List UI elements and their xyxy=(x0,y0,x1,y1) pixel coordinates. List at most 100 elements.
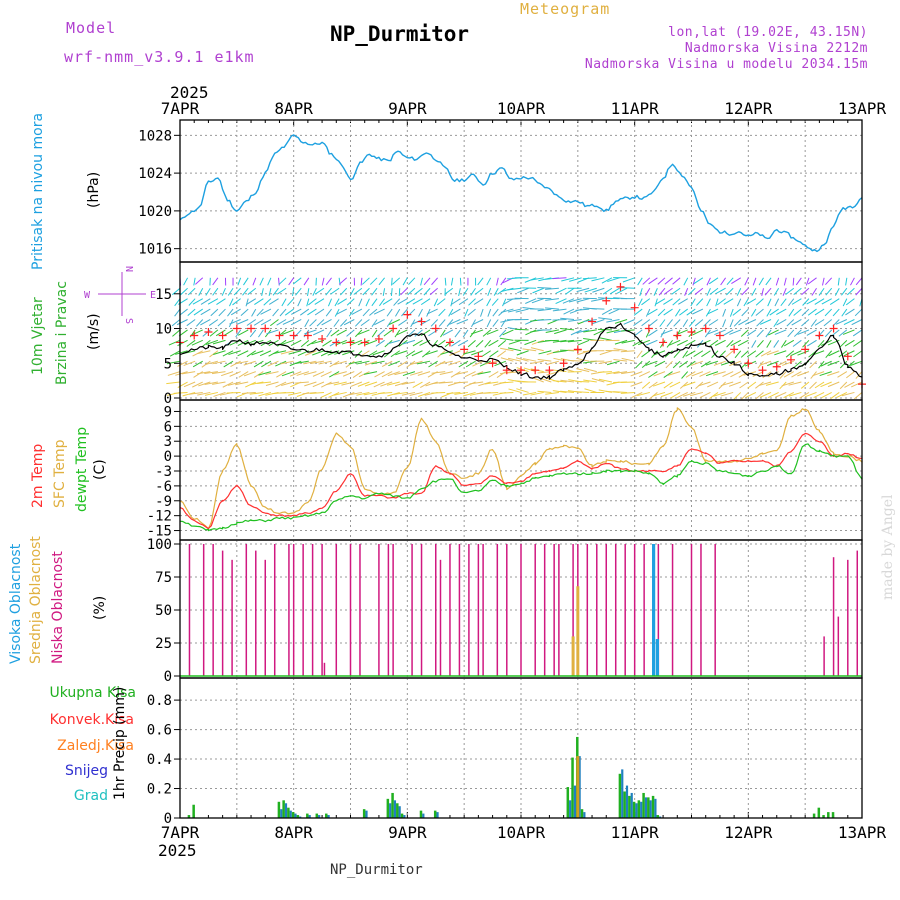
wind-barb xyxy=(380,381,393,387)
high-cloud-bar xyxy=(655,639,659,676)
wind-barb xyxy=(601,277,613,284)
wind-barb xyxy=(193,308,204,316)
wind-barb xyxy=(567,359,582,362)
wind-barb xyxy=(187,308,196,316)
precip-snow-bar xyxy=(583,812,586,818)
wind-barb xyxy=(351,308,363,315)
wind-barb xyxy=(801,308,810,317)
wind-barb xyxy=(653,350,666,356)
wind-barb xyxy=(669,381,681,388)
wind-barb xyxy=(841,391,855,397)
wind-barb xyxy=(823,319,833,327)
wind-barb xyxy=(683,277,689,286)
meteogram-label: Meteogram xyxy=(520,0,611,18)
gust-marker xyxy=(545,366,554,375)
wind-barb xyxy=(577,339,590,346)
temp-ylabel-unit: (C) xyxy=(92,459,108,480)
wind-barb xyxy=(500,357,514,362)
precip-legend-item: Snijeg xyxy=(65,763,108,779)
wind-barb xyxy=(759,391,772,398)
wind-barb xyxy=(507,371,522,374)
wind-barb xyxy=(281,371,294,377)
gust-marker xyxy=(758,366,767,375)
wind-barb xyxy=(223,360,234,368)
wind-barb xyxy=(793,308,802,316)
wind-barb xyxy=(477,371,491,375)
wind-barb xyxy=(538,350,552,355)
temperature-ylabel: 2m Temp SFC Temp dewpt Temp (C) xyxy=(30,427,108,512)
precip-total-bar xyxy=(632,801,636,818)
precip-snow-bar xyxy=(654,798,657,818)
wind-barb xyxy=(616,287,628,294)
wind-barb xyxy=(348,308,355,317)
wind-barb xyxy=(402,339,416,345)
wind-barb xyxy=(500,287,514,293)
wind-barb xyxy=(681,371,689,379)
wind-barb xyxy=(464,308,469,317)
wind-barb xyxy=(825,287,833,296)
wind-barb xyxy=(179,308,188,316)
wind-barb xyxy=(755,298,764,306)
wind-barb xyxy=(806,329,817,336)
wind-barb xyxy=(692,277,696,286)
wind-barb xyxy=(454,329,461,338)
y-tick-label: 0.8 xyxy=(147,693,172,709)
wind-barb xyxy=(623,319,635,325)
wind-barb xyxy=(614,339,628,345)
wind-barb xyxy=(821,298,832,305)
wind-barb xyxy=(726,339,734,348)
wind-barb xyxy=(410,319,416,328)
wind-barb xyxy=(839,381,848,390)
wind-barb xyxy=(212,287,219,296)
wind-barb xyxy=(438,308,446,317)
wind-barb xyxy=(767,360,779,367)
wind-barb xyxy=(653,381,666,387)
wind-barb xyxy=(631,391,643,398)
wind-barb xyxy=(400,287,408,296)
page-title: NP_Durmitor xyxy=(330,22,470,46)
wind-barb xyxy=(759,360,772,366)
wind-barb xyxy=(391,277,393,286)
wind-barb xyxy=(169,350,181,357)
wind-barb xyxy=(537,308,552,312)
precip-total-bar xyxy=(282,800,285,818)
wind-barb xyxy=(633,329,643,337)
wind-barb xyxy=(607,277,620,283)
wind-barb xyxy=(838,329,848,337)
wind-barb xyxy=(814,308,825,316)
y-tick-label: 50 xyxy=(155,603,172,619)
wind-barb xyxy=(412,381,423,388)
wind-barb xyxy=(259,277,264,286)
wind-barb xyxy=(733,319,742,327)
wind-barb xyxy=(205,287,211,296)
wind-barb xyxy=(606,371,620,375)
wind-barb xyxy=(307,288,310,296)
wind-barb xyxy=(237,277,242,286)
wind-barb xyxy=(837,277,840,286)
wind-barb xyxy=(378,391,393,395)
wind-barb xyxy=(357,329,370,335)
wind-barb xyxy=(782,288,787,296)
gust-marker xyxy=(360,338,369,347)
wind-barb xyxy=(845,298,855,306)
wind-barb xyxy=(522,348,537,352)
wind-barb xyxy=(300,308,310,316)
wind-barb xyxy=(464,381,476,388)
precip-snow-bar xyxy=(573,785,576,818)
wind-barb xyxy=(814,381,825,389)
wind-barb xyxy=(676,391,688,398)
wind-barb xyxy=(806,339,817,347)
wind-barb xyxy=(726,287,734,296)
wind-barb xyxy=(236,319,249,325)
wind-barb xyxy=(253,371,264,378)
wind-barb xyxy=(641,360,651,369)
wind-barb xyxy=(746,350,757,358)
wind-barb xyxy=(684,288,689,296)
wind-barb xyxy=(292,288,295,296)
precip-snow-bar xyxy=(630,792,633,818)
wind-barb xyxy=(747,381,757,389)
wind-barb xyxy=(349,287,355,296)
wind-barb xyxy=(306,298,310,307)
wind-barb xyxy=(738,371,749,378)
wind-barb xyxy=(216,298,226,305)
